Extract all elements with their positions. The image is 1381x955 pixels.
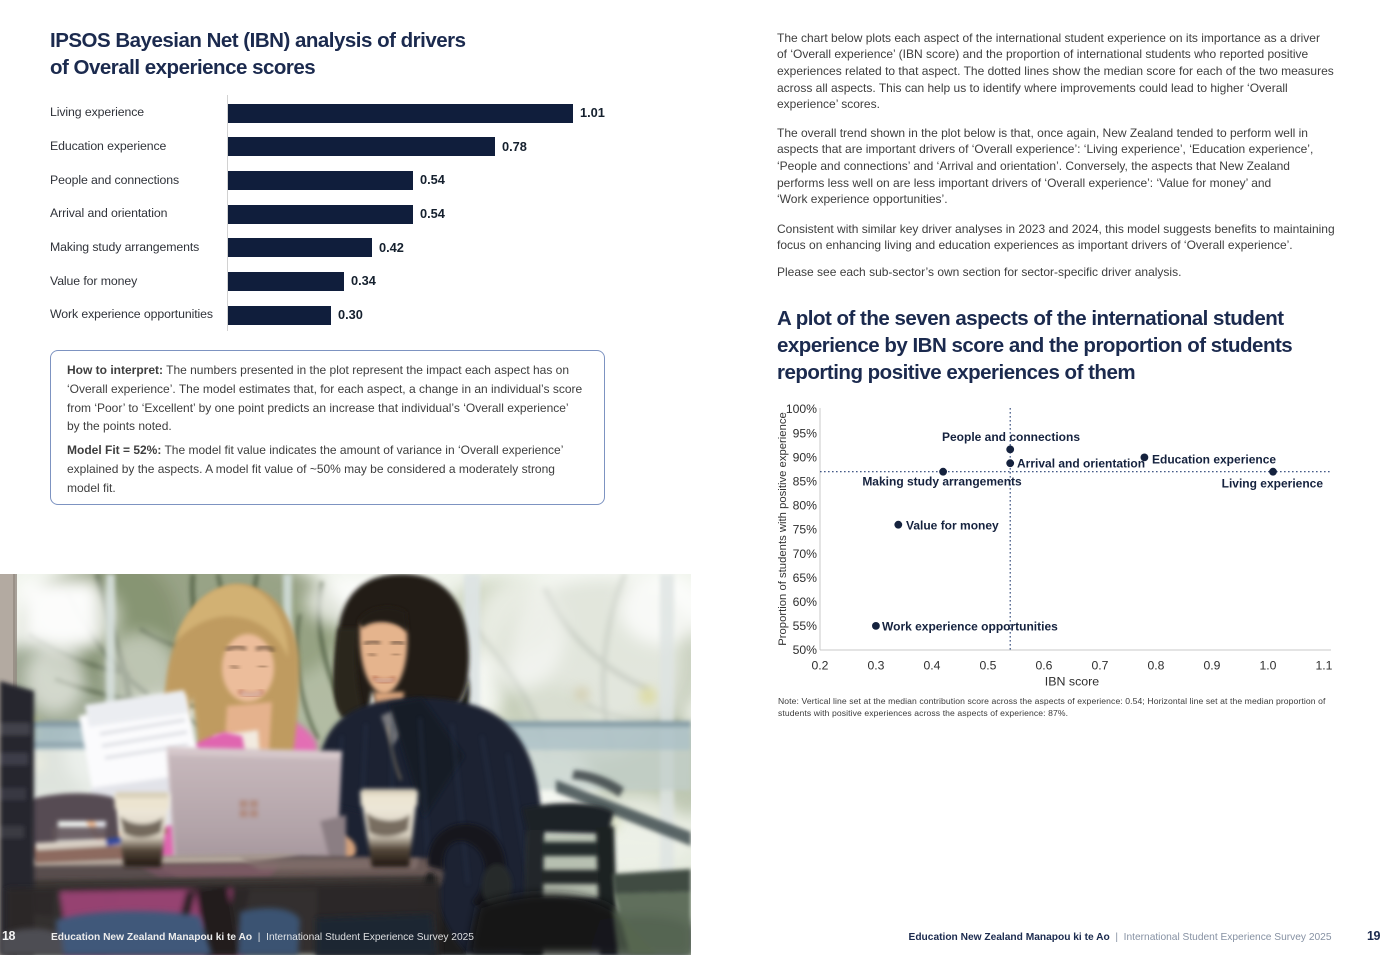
svg-text:55%: 55% (793, 619, 818, 633)
svg-text:50%: 50% (793, 643, 818, 657)
svg-text:0.9: 0.9 (1204, 659, 1221, 673)
svg-text:0.4: 0.4 (924, 659, 941, 673)
svg-text:Work experience opportunities: Work experience opportunities (882, 620, 1058, 634)
svg-text:70%: 70% (793, 547, 818, 561)
svg-text:85%: 85% (793, 475, 818, 489)
svg-text:People and connections: People and connections (942, 430, 1080, 444)
svg-text:95%: 95% (793, 426, 818, 440)
svg-text:100%: 100% (786, 402, 817, 416)
svg-text:Education experience: Education experience (1152, 453, 1276, 467)
svg-text:IBN score: IBN score (1045, 675, 1100, 689)
svg-text:60%: 60% (793, 595, 818, 609)
svg-text:90%: 90% (793, 450, 818, 464)
svg-text:1.1: 1.1 (1316, 659, 1333, 673)
svg-text:Making study arrangements: Making study arrangements (862, 475, 1022, 489)
svg-text:65%: 65% (793, 571, 818, 585)
svg-text:0.2: 0.2 (812, 659, 829, 673)
svg-text:Proportion of students with po: Proportion of students with positive exp… (777, 412, 789, 646)
svg-text:Arrival and orientation: Arrival and orientation (1017, 457, 1145, 471)
svg-text:0.8: 0.8 (1148, 659, 1165, 673)
svg-text:Value for money: Value for money (906, 519, 999, 533)
svg-text:80%: 80% (793, 499, 818, 513)
svg-text:0.6: 0.6 (1036, 659, 1053, 673)
svg-text:0.7: 0.7 (1092, 659, 1109, 673)
svg-text:0.3: 0.3 (868, 659, 885, 673)
svg-text:75%: 75% (793, 523, 818, 537)
svg-text:0.5: 0.5 (980, 659, 997, 673)
svg-text:Living experience: Living experience (1222, 477, 1324, 491)
svg-text:1.0: 1.0 (1260, 659, 1277, 673)
